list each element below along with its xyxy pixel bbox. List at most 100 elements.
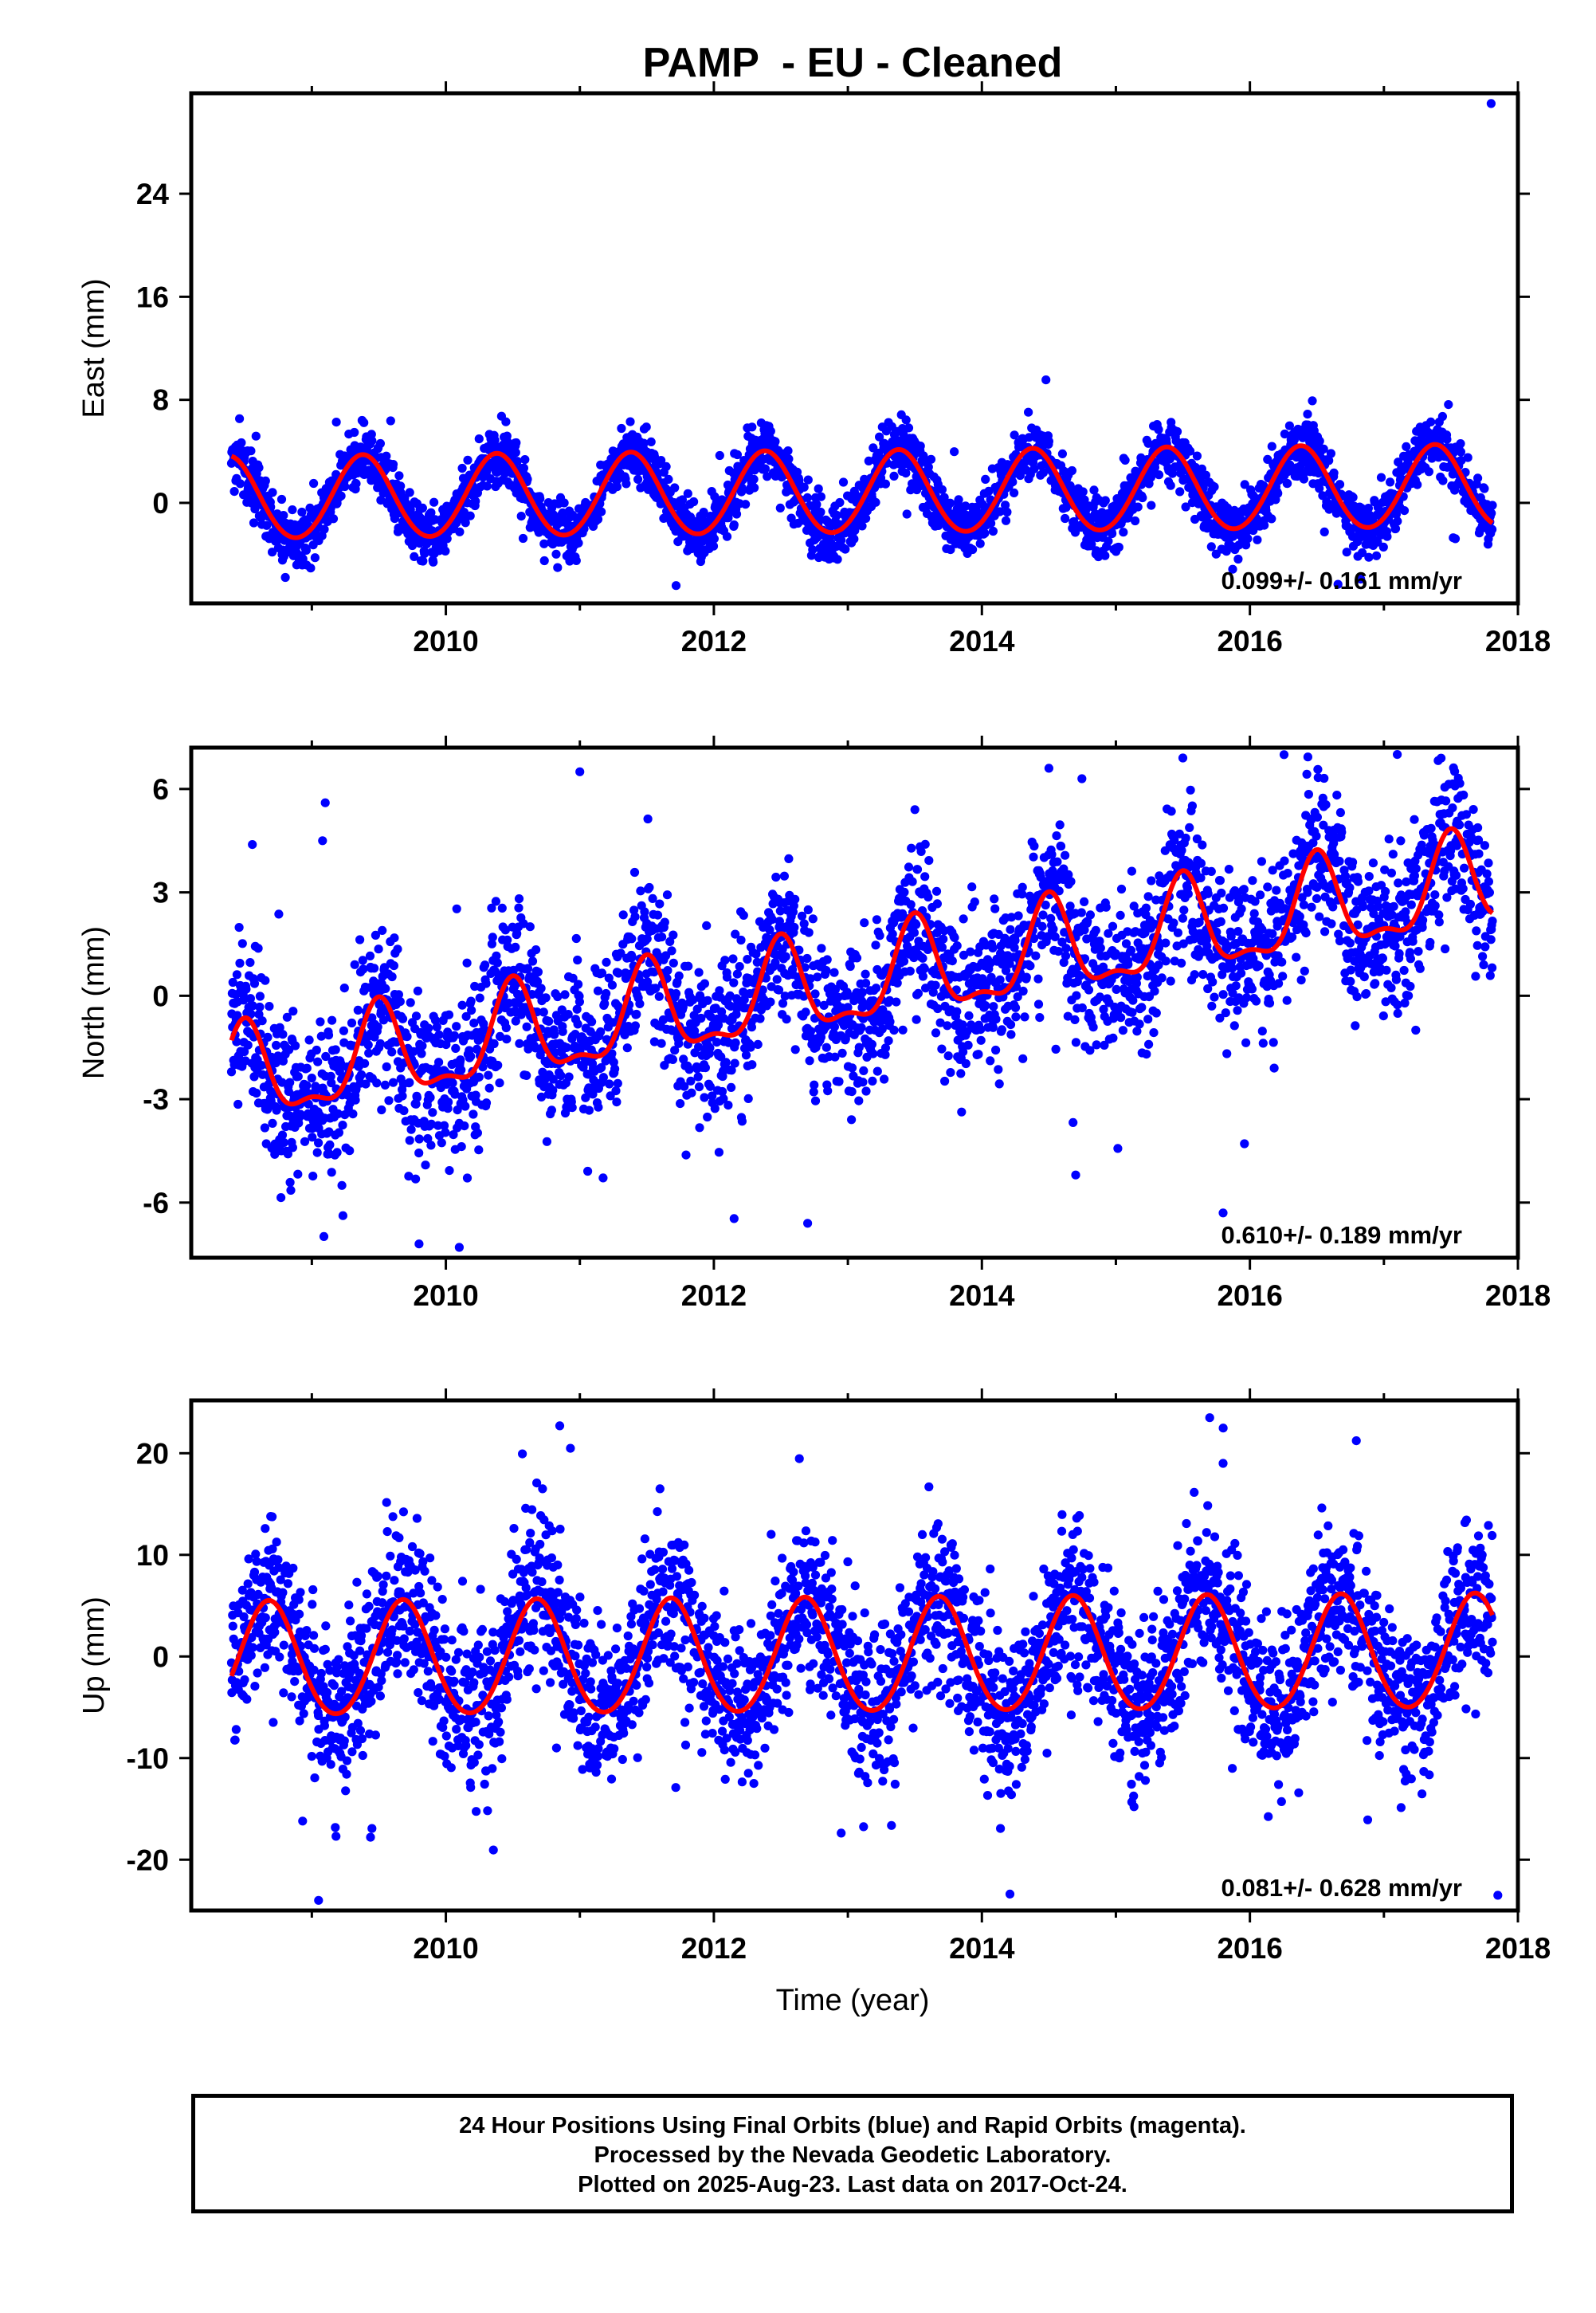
- data-point: [1057, 449, 1067, 459]
- data-point: [752, 957, 762, 967]
- data-point: [933, 1003, 943, 1014]
- data-point: [804, 928, 814, 937]
- data-point: [729, 978, 739, 988]
- data-point: [912, 920, 921, 929]
- data-point: [1315, 484, 1324, 493]
- data-point: [736, 935, 746, 945]
- data-point: [681, 1150, 691, 1160]
- data-point: [462, 958, 472, 968]
- data-point: [406, 998, 415, 1007]
- data-point: [916, 846, 926, 856]
- data-point: [751, 949, 761, 959]
- data-point: [387, 972, 397, 982]
- data-point: [426, 1141, 436, 1150]
- data-point: [326, 1071, 335, 1081]
- data-point: [410, 552, 419, 562]
- data-point: [968, 544, 978, 555]
- data-point: [991, 1045, 1001, 1055]
- data-point: [523, 964, 533, 973]
- data-point: [539, 1007, 548, 1017]
- data-point: [512, 438, 521, 448]
- data-point: [1437, 411, 1447, 422]
- data-point: [553, 992, 563, 1002]
- data-point: [249, 1072, 259, 1082]
- data-point: [772, 975, 782, 984]
- data-point: [593, 986, 603, 995]
- data-point: [727, 1066, 736, 1075]
- data-point: [849, 534, 859, 544]
- data-point: [382, 451, 391, 461]
- data-point: [964, 1011, 974, 1020]
- data-point: [1487, 509, 1496, 518]
- data-point: [519, 919, 528, 929]
- data-point: [732, 969, 743, 979]
- data-point: [872, 915, 881, 925]
- data-point: [939, 934, 948, 944]
- data-point: [489, 1039, 499, 1049]
- data-point: [880, 479, 890, 489]
- data-point: [731, 929, 740, 939]
- data-point: [780, 992, 790, 1001]
- data-point: [931, 980, 940, 990]
- data-point: [297, 507, 307, 517]
- data-point: [474, 434, 484, 444]
- data-point: [671, 581, 681, 591]
- data-point: [1267, 514, 1276, 524]
- data-point: [847, 1063, 857, 1073]
- data-point: [871, 984, 881, 993]
- data-point: [262, 520, 272, 530]
- data-point: [639, 438, 649, 448]
- data-point: [1488, 501, 1497, 510]
- data-point: [557, 1005, 567, 1015]
- data-point: [457, 1065, 466, 1075]
- data-point: [629, 867, 640, 878]
- data-point: [280, 572, 290, 583]
- data-point: [467, 1006, 476, 1015]
- data-point: [984, 486, 994, 497]
- data-point: [661, 461, 671, 472]
- data-point: [640, 907, 649, 917]
- data-point: [1299, 474, 1308, 484]
- data-point: [889, 471, 899, 481]
- data-point: [806, 974, 815, 984]
- data-point: [333, 1109, 343, 1118]
- data-point: [396, 481, 406, 491]
- data-point: [1424, 467, 1433, 477]
- data-point: [501, 1023, 511, 1033]
- data-point: [1283, 479, 1292, 489]
- data-point: [677, 495, 688, 505]
- data-point: [584, 1105, 594, 1115]
- data-point: [989, 1002, 998, 1011]
- data-point: [940, 1076, 950, 1086]
- data-point: [947, 956, 957, 966]
- data-point: [235, 479, 245, 489]
- data-point: [630, 912, 640, 921]
- data-point: [732, 450, 743, 460]
- y-tick-label: 16: [136, 281, 169, 313]
- data-point: [425, 1093, 435, 1102]
- data-point: [722, 532, 732, 541]
- data-point: [568, 973, 578, 983]
- data-point: [229, 487, 239, 497]
- data-point: [747, 1023, 757, 1032]
- data-point: [564, 1072, 574, 1082]
- data-point: [607, 1049, 617, 1058]
- data-point: [466, 996, 476, 1006]
- data-point: [783, 446, 793, 456]
- data-point: [1001, 501, 1010, 510]
- data-point: [274, 909, 284, 919]
- data-point: [460, 1121, 469, 1131]
- data-point: [833, 555, 842, 564]
- data-point: [285, 1177, 295, 1188]
- data-point: [452, 1022, 461, 1031]
- data-point: [688, 995, 698, 1004]
- data-point: [390, 933, 399, 943]
- data-point: [817, 944, 826, 953]
- data-point: [837, 1048, 847, 1058]
- data-points: [226, 750, 1497, 1252]
- data-point: [556, 1070, 566, 1081]
- data-point: [924, 856, 934, 866]
- data-point: [699, 508, 708, 517]
- y-axis-label: East (mm): [77, 278, 111, 418]
- data-point: [901, 469, 911, 478]
